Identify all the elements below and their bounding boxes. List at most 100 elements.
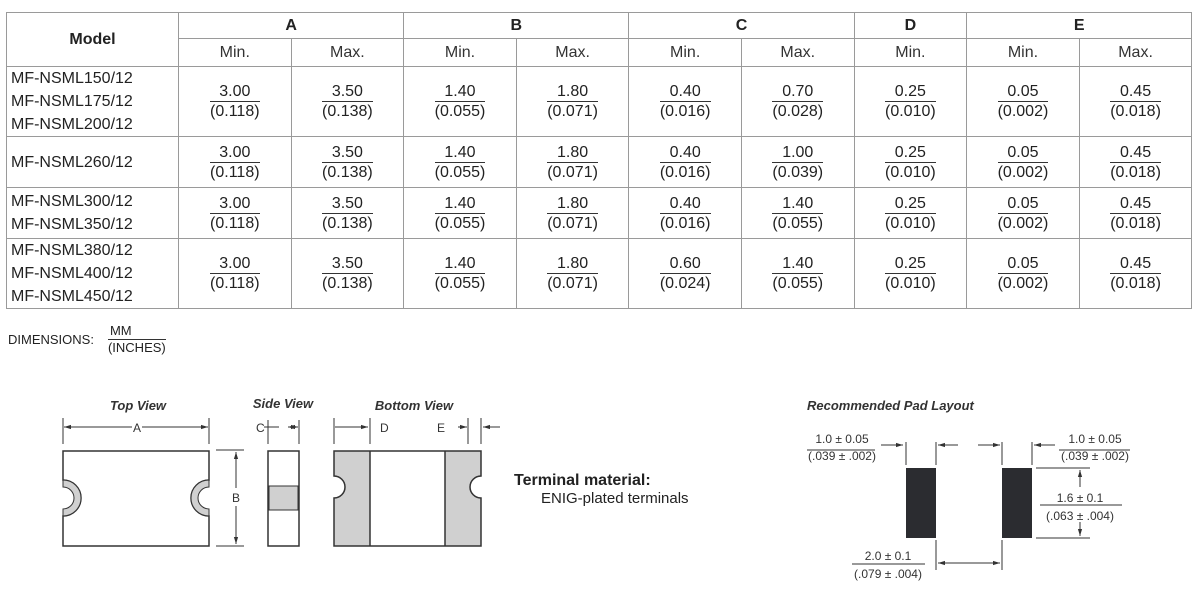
pad-layout-drawing bbox=[807, 442, 1130, 570]
value-mm: 0.45 bbox=[1110, 143, 1161, 163]
terminal-material: Terminal material: ENIG-plated terminals bbox=[514, 472, 689, 507]
value-mm: 0.25 bbox=[885, 254, 936, 274]
dimension-value: 1.80 (0.071) bbox=[547, 143, 598, 182]
dimensions-label: DIMENSIONS: bbox=[8, 332, 94, 347]
sub-header: Min. bbox=[628, 38, 742, 67]
dim-a-label: A bbox=[133, 421, 141, 435]
value-inches: (0.018) bbox=[1110, 214, 1161, 232]
dim-c-label: C bbox=[256, 421, 265, 435]
dimension-cell: 0.25 (0.010) bbox=[853, 136, 968, 188]
model-name: MF-NSML175/12 bbox=[11, 93, 133, 110]
value-inches: (0.118) bbox=[210, 214, 260, 232]
model-cell: MF-NSML380/12 MF-NSML400/12 MF-NSML450/12 bbox=[6, 238, 179, 309]
dimension-cell: 3.50 (0.138) bbox=[290, 136, 405, 188]
value-mm: 1.80 bbox=[547, 82, 598, 102]
value-inches: (0.138) bbox=[322, 103, 373, 120]
dimension-value: 0.40 (0.016) bbox=[659, 194, 711, 233]
value-mm: 0.25 bbox=[885, 194, 936, 214]
value-inches: (0.039) bbox=[772, 163, 824, 181]
dimension-cell: 0.45 (0.018) bbox=[1078, 136, 1193, 188]
value-inches: (0.002) bbox=[997, 163, 1049, 181]
dimension-value: 0.45 (0.018) bbox=[1110, 143, 1161, 182]
value-mm: 0.25 bbox=[885, 82, 936, 102]
value-inches: (0.018) bbox=[1110, 103, 1161, 120]
dimension-value: 0.25 (0.010) bbox=[885, 254, 936, 293]
model-cell: MF-NSML300/12 MF-NSML350/12 bbox=[6, 187, 179, 239]
value-mm: 0.45 bbox=[1110, 194, 1161, 214]
top-view-label: Top View bbox=[110, 398, 167, 413]
dimensions-table: Model A B C D E Min. Max. Min. Max. Min. Max.… bbox=[6, 12, 1193, 309]
dimension-value: 3.50 (0.138) bbox=[322, 143, 373, 182]
pad-height-mm: 1.6 ± 0.1 bbox=[1057, 491, 1104, 505]
group-a-header: A bbox=[177, 12, 405, 39]
value-inches: (0.071) bbox=[547, 275, 598, 292]
dimension-value: 0.40 (0.016) bbox=[659, 143, 711, 182]
value-mm: 3.00 bbox=[210, 143, 260, 163]
dimension-value: 3.50 (0.138) bbox=[322, 82, 373, 121]
dimension-cell: 0.40 (0.016) bbox=[628, 136, 742, 188]
value-inches: (0.118) bbox=[210, 103, 260, 120]
value-mm: 0.40 bbox=[659, 194, 711, 214]
model-name: MF-NSML450/12 bbox=[11, 288, 133, 305]
dimension-cell: 0.05 (0.002) bbox=[966, 136, 1080, 188]
dimension-value: 3.50 (0.138) bbox=[322, 254, 373, 293]
dimension-cell: 0.70 (0.028) bbox=[740, 66, 855, 137]
dimension-value: 1.40 (0.055) bbox=[434, 82, 486, 121]
group-d-header: D bbox=[853, 12, 968, 39]
terminal-material-title: Terminal material: bbox=[514, 472, 651, 489]
dimension-cell: 3.00 (0.118) bbox=[178, 238, 292, 309]
unit-inches: (INCHES) bbox=[107, 340, 166, 355]
dimension-cell: 1.00 (0.039) bbox=[740, 136, 855, 188]
bottom-view-drawing bbox=[333, 418, 500, 547]
value-inches: (0.010) bbox=[885, 103, 936, 120]
model-name: MF-NSML300/12 bbox=[11, 193, 133, 210]
value-mm: 0.05 bbox=[997, 82, 1049, 102]
dimension-cell: 0.05 (0.002) bbox=[966, 187, 1080, 239]
dimension-value: 0.45 (0.018) bbox=[1110, 254, 1161, 293]
value-inches: (0.018) bbox=[1110, 275, 1161, 292]
dim-b-label: B bbox=[232, 491, 240, 505]
value-mm: 3.50 bbox=[322, 194, 373, 214]
value-mm: 0.70 bbox=[772, 82, 824, 102]
value-inches: (0.118) bbox=[210, 163, 260, 181]
dimension-value: 3.00 (0.118) bbox=[210, 194, 260, 233]
value-inches: (0.002) bbox=[997, 103, 1049, 120]
value-mm: 1.00 bbox=[772, 143, 824, 163]
model-name: MF-NSML260/12 bbox=[11, 153, 133, 171]
dimension-cell: 0.05 (0.002) bbox=[966, 238, 1080, 309]
group-b-header: B bbox=[403, 12, 630, 39]
dimension-cell: 3.00 (0.118) bbox=[178, 136, 292, 188]
model-name: MF-NSML350/12 bbox=[11, 216, 133, 233]
dimension-value: 1.40 (0.055) bbox=[434, 194, 486, 233]
value-inches: (0.138) bbox=[322, 275, 373, 292]
model-name: MF-NSML200/12 bbox=[11, 116, 133, 133]
dimension-value: 0.45 (0.018) bbox=[1110, 194, 1161, 233]
dimension-cell: 0.25 (0.010) bbox=[853, 238, 968, 309]
pad-left-width-in: (.039 ± .002) bbox=[808, 449, 876, 463]
value-mm: 1.80 bbox=[547, 254, 598, 274]
pad-right bbox=[1002, 468, 1032, 538]
dimension-value: 1.40 (0.055) bbox=[434, 254, 486, 293]
value-inches: (0.071) bbox=[547, 163, 598, 181]
value-inches: (0.002) bbox=[997, 214, 1049, 232]
top-view-drawing bbox=[62, 418, 244, 547]
pad-gap-in: (.079 ± .004) bbox=[854, 567, 922, 581]
value-inches: (0.055) bbox=[772, 214, 824, 232]
dimension-cell: 1.80 (0.071) bbox=[515, 238, 630, 309]
dimension-value: 0.05 (0.002) bbox=[997, 194, 1049, 233]
dimension-cell: 3.00 (0.118) bbox=[178, 66, 292, 137]
group-e-header: E bbox=[966, 12, 1193, 39]
dimension-value: 1.40 (0.055) bbox=[772, 194, 824, 233]
value-inches: (0.118) bbox=[210, 275, 260, 292]
pad-right-width-in: (.039 ± .002) bbox=[1061, 449, 1129, 463]
dimension-cell: 1.40 (0.055) bbox=[403, 238, 517, 309]
value-mm: 3.00 bbox=[210, 254, 260, 274]
dimension-cell: 1.80 (0.071) bbox=[515, 187, 630, 239]
dimension-cell: 0.05 (0.002) bbox=[966, 66, 1080, 137]
side-view-drawing bbox=[264, 420, 300, 547]
dimension-cell: 0.40 (0.016) bbox=[628, 66, 742, 137]
dimension-cell: 3.50 (0.138) bbox=[290, 238, 405, 309]
pad-height-in: (.063 ± .004) bbox=[1046, 509, 1114, 523]
dimension-cell: 1.80 (0.071) bbox=[515, 66, 630, 137]
dimension-cell: 0.25 (0.010) bbox=[853, 66, 968, 137]
